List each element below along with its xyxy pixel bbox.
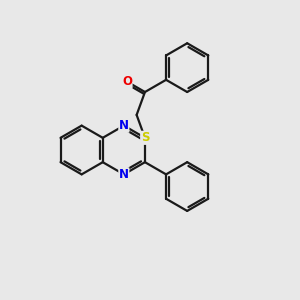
Text: N: N <box>119 119 129 132</box>
Text: O: O <box>122 75 132 88</box>
Text: N: N <box>119 168 129 181</box>
Text: S: S <box>141 131 149 144</box>
